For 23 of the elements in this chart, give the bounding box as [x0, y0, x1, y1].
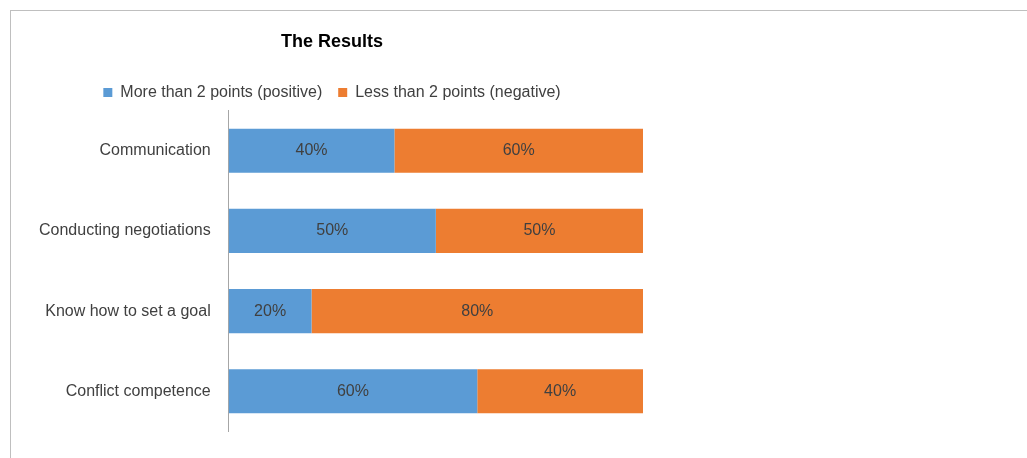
bar — [477, 369, 643, 414]
y-tick-label: Know how to set a goal — [45, 301, 211, 319]
data-label: 60% — [336, 381, 369, 399]
bar — [228, 369, 478, 414]
legend-label: More than 2 points (positive) — [120, 83, 323, 101]
data-label: 50% — [316, 221, 349, 239]
data-label: 40% — [544, 381, 577, 399]
legend-label: Less than 2 points (negative) — [355, 83, 561, 101]
bar — [228, 289, 312, 334]
bar — [228, 128, 395, 173]
bar — [435, 208, 643, 253]
chart-title: The Results — [280, 30, 384, 51]
bar — [228, 208, 436, 253]
data-label: 20% — [254, 301, 287, 319]
bar — [311, 289, 643, 334]
data-label: 40% — [295, 141, 328, 159]
y-tick-label: Communication — [99, 141, 211, 159]
y-tick-label: Conflict competence — [65, 381, 211, 399]
data-label: 50% — [523, 221, 556, 239]
data-label: 60% — [502, 141, 535, 159]
bar — [394, 128, 643, 173]
y-tick-label: Conducting negotiations — [38, 221, 211, 239]
data-label: 80% — [461, 301, 494, 319]
